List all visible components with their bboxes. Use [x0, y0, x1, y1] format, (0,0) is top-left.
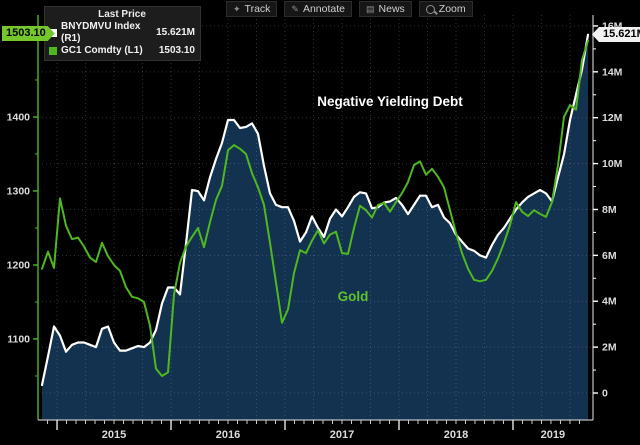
news-icon: ▤	[366, 3, 375, 14]
debt-series-value: 15.621M	[156, 27, 195, 38]
news-button[interactable]: ▤ News	[359, 1, 412, 17]
year-label: 2019	[541, 429, 565, 441]
legend-title: Last Price	[98, 9, 146, 20]
right-axis-label: 12M	[602, 112, 623, 124]
zoom-icon	[425, 4, 435, 14]
debt-area-fill	[42, 34, 588, 420]
right-axis-label: 10M	[602, 158, 623, 170]
legend-row-gold[interactable]: GC1 Comdty (L1) 1503.10	[49, 45, 195, 57]
track-icon: ✦	[233, 3, 241, 14]
news-button-label: News	[378, 3, 405, 15]
annotate-icon: ✎	[291, 3, 299, 14]
gold-series-swatch	[49, 47, 57, 55]
year-label: 2018	[444, 429, 468, 441]
legend-panel: Last Price BNYDMVU Index (R1) 15.621M GC…	[44, 6, 201, 61]
annotate-button[interactable]: ✎ Annotate	[284, 1, 353, 17]
track-button-label: Track	[244, 3, 271, 15]
year-label: 2016	[216, 429, 240, 441]
left-axis-label: 1400	[7, 111, 31, 123]
gold-annotation: Gold	[338, 289, 369, 304]
gold-line	[41, 39, 589, 377]
gold-series-value: 1503.10	[158, 45, 195, 56]
annotate-button-label: Annotate	[302, 3, 346, 15]
zoom-button[interactable]: Zoom	[418, 1, 473, 17]
chart-toolbar: ✦ Track ✎ Annotate ▤ News Zoom	[226, 1, 473, 17]
debt-series-label: BNYDMVU Index (R1)	[61, 21, 141, 44]
year-label: 2017	[330, 429, 354, 441]
debt-line	[40, 33, 590, 387]
right-axis-label: 14M	[602, 66, 623, 78]
gold-last-price-badge: 1503.10	[2, 26, 55, 41]
debt-last-price-badge: 15.621M	[592, 27, 640, 42]
track-button[interactable]: ✦ Track	[226, 1, 278, 17]
left-axis-label: 1200	[7, 259, 31, 271]
left-axis-label: 1300	[7, 185, 31, 197]
left-axis-label: 1100	[7, 333, 30, 345]
zoom-button-label: Zoom	[438, 3, 466, 15]
legend-row-debt[interactable]: BNYDMVU Index (R1) 15.621M	[49, 21, 195, 45]
right-axis-label: 0	[602, 387, 608, 399]
right-axis-label: 2M	[602, 342, 617, 354]
gold-series-label: GC1 Comdty (L1)	[61, 45, 143, 56]
debt-annotation: Negative Yielding Debt	[317, 94, 463, 109]
right-axis-label: 6M	[602, 250, 617, 262]
right-axis-label: 8M	[602, 204, 617, 216]
right-axis-label: 4M	[602, 296, 617, 308]
year-label: 2015	[102, 429, 126, 441]
